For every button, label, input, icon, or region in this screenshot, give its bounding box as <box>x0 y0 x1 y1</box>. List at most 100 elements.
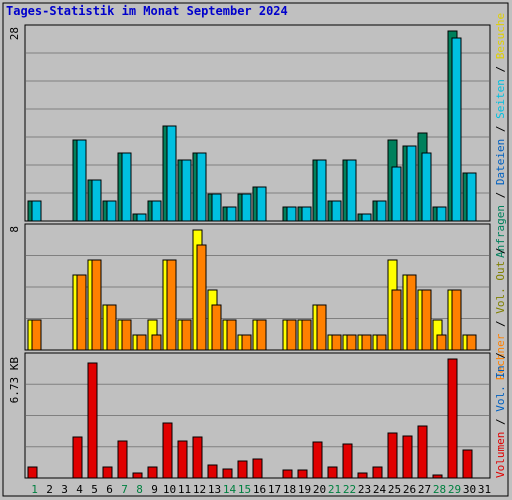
bar-volumen-day-27 <box>417 425 428 479</box>
bar-dateien-day-19 <box>301 206 312 222</box>
x-tick-label-day-27: 27 <box>418 483 431 496</box>
x-tick-label-day-21: 21 <box>328 483 341 496</box>
bar-volumen-day-22 <box>342 443 353 479</box>
bar-volumen-day-8 <box>132 472 143 479</box>
bar-rechner-day-8 <box>136 334 147 351</box>
bar-dateien-day-4 <box>76 139 87 222</box>
x-tick-label-day-6: 6 <box>106 483 113 496</box>
bar-rechner-day-24 <box>376 334 387 351</box>
bar-dateien-day-24 <box>376 200 387 222</box>
x-tick-label-day-16: 16 <box>253 483 266 496</box>
x-tick-label-day-1: 1 <box>31 483 38 496</box>
bar-rechner-day-27 <box>421 289 432 351</box>
bar-dateien-day-9 <box>151 200 162 222</box>
bar-rechner-day-26 <box>406 274 417 351</box>
bar-rechner-day-22 <box>346 334 357 351</box>
x-tick-label-day-26: 26 <box>403 483 416 496</box>
x-tick-label-day-23: 23 <box>358 483 371 496</box>
x-tick-label-day-2: 2 <box>46 483 53 496</box>
bar-rechner-day-23 <box>361 334 372 351</box>
x-tick-label-day-7: 7 <box>121 483 128 496</box>
bar-dateien-day-5 <box>91 179 102 222</box>
bar-rechner-day-29 <box>451 289 462 351</box>
bar-volumen-day-14 <box>222 468 233 479</box>
bar-volumen-day-29 <box>447 358 458 479</box>
bar-dateien-day-29 <box>451 37 462 222</box>
bar-volumen-day-16 <box>252 458 263 479</box>
bar-volumen-day-7 <box>117 440 128 479</box>
bar-volumen-day-13 <box>207 464 218 479</box>
bar-rechner-day-11 <box>181 319 192 351</box>
x-tick-label-day-4: 4 <box>76 483 83 496</box>
x-tick-label-day-5: 5 <box>91 483 98 496</box>
bar-dateien-day-15 <box>241 193 252 222</box>
bar-rechner-day-16 <box>256 319 267 351</box>
bar-dateien-day-13 <box>211 193 222 222</box>
bar-rechner-day-10 <box>166 259 177 351</box>
bar-volumen-day-10 <box>162 422 173 479</box>
x-tick-label-day-25: 25 <box>388 483 401 496</box>
bar-volumen-day-12 <box>192 436 203 479</box>
x-tick-label-day-24: 24 <box>373 483 387 496</box>
bar-dateien-day-28 <box>436 206 447 222</box>
bar-volumen-day-30 <box>462 449 473 479</box>
bar-volumen-day-20 <box>312 441 323 479</box>
bar-dateien-day-23 <box>361 213 372 222</box>
legend-middle: Rechner / Vol. Out / <box>494 248 507 380</box>
bar-rechner-day-13 <box>211 304 222 351</box>
bar-dateien-day-14 <box>226 206 237 222</box>
bar-volumen-day-6 <box>102 466 113 479</box>
x-tick-label-day-30: 30 <box>463 483 476 496</box>
bar-rechner-day-21 <box>331 334 342 351</box>
bar-rechner-day-12 <box>196 244 207 351</box>
bar-dateien-day-7 <box>121 152 132 222</box>
bar-dateien-day-12 <box>196 152 207 222</box>
bar-rechner-day-1 <box>31 319 42 351</box>
bar-dateien-day-10 <box>166 125 177 222</box>
bar-volumen-day-15 <box>237 460 248 479</box>
bar-rechner-day-15 <box>241 334 252 351</box>
x-tick-label-day-19: 19 <box>298 483 311 496</box>
x-tick-label-day-14: 14 <box>223 483 237 496</box>
bar-dateien-day-8 <box>136 213 147 222</box>
bar-volumen-day-1 <box>27 466 38 479</box>
x-tick-label-day-31: 31 <box>478 483 491 496</box>
bar-volumen-day-18 <box>282 469 293 479</box>
bar-rechner-day-30 <box>466 334 477 351</box>
x-tick-label-day-9: 9 <box>151 483 158 496</box>
y-axis-max-label: 6.73 KB <box>8 357 21 404</box>
bar-dateien-day-6 <box>106 200 117 222</box>
x-tick-label-day-17: 17 <box>268 483 281 496</box>
bar-rechner-day-6 <box>106 304 117 351</box>
bar-rechner-day-4 <box>76 274 87 351</box>
x-tick-label-day-29: 29 <box>448 483 461 496</box>
x-tick-label-day-12: 12 <box>193 483 206 496</box>
bar-rechner-day-9 <box>151 334 162 351</box>
bar-dateien-day-11 <box>181 159 192 222</box>
bar-rechner-day-20 <box>316 304 327 351</box>
bar-volumen-day-4 <box>72 436 83 479</box>
y-axis-max-label: 8 <box>8 226 21 233</box>
bar-volumen-day-11 <box>177 440 188 479</box>
bar-volumen-day-25 <box>387 432 398 479</box>
bar-dateien-day-20 <box>316 159 327 222</box>
bar-dateien-day-21 <box>331 200 342 222</box>
bar-dateien-day-26 <box>406 145 417 222</box>
x-tick-label-day-18: 18 <box>283 483 296 496</box>
x-tick-label-day-10: 10 <box>163 483 176 496</box>
x-tick-label-day-13: 13 <box>208 483 221 496</box>
x-tick-label-day-20: 20 <box>313 483 326 496</box>
bar-rechner-day-18 <box>286 319 297 351</box>
x-tick-label-day-8: 8 <box>136 483 143 496</box>
bar-rechner-day-14 <box>226 319 237 351</box>
bar-volumen-day-28 <box>432 474 443 479</box>
x-tick-label-day-11: 11 <box>178 483 191 496</box>
bar-volumen-day-9 <box>147 466 158 479</box>
y-axis-max-label: 28 <box>8 27 21 40</box>
bar-dateien-day-18 <box>286 206 297 222</box>
bar-volumen-day-24 <box>372 466 383 479</box>
bar-volumen-day-23 <box>357 472 368 479</box>
bar-dateien-day-16 <box>256 186 267 222</box>
bar-rechner-day-19 <box>301 319 312 351</box>
